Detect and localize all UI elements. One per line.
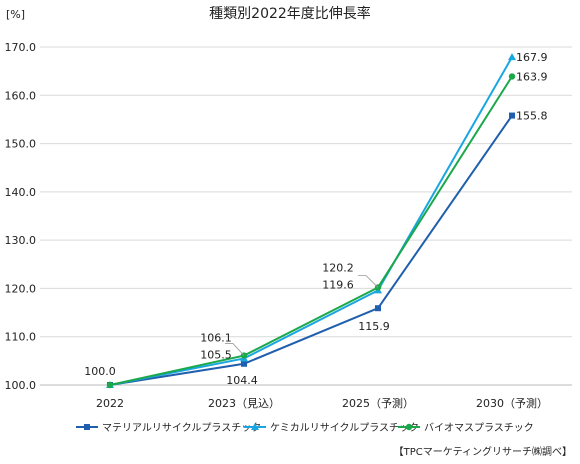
data-label: 104.4 (226, 374, 258, 387)
x-tick-label: 2022 (96, 397, 124, 410)
y-tick-label: 160.0 (5, 89, 37, 102)
series-marker (251, 423, 259, 430)
x-tick-label: 2023（見込） (208, 397, 280, 410)
label-leader-line (225, 343, 245, 356)
series-marker (405, 423, 413, 431)
data-label: 115.9 (358, 320, 390, 333)
y-tick-label: 150.0 (5, 138, 37, 151)
series-marker (508, 53, 516, 61)
label-leader-line (358, 275, 379, 288)
data-labels: 104.4 115.9 155.8 105.5 119.6 167.9 100.0 106.1… (84, 51, 547, 387)
source-note: 【TPCマーケティングリサーチ㈱調べ】 (394, 445, 572, 458)
data-label: 100.0 (84, 365, 116, 378)
series-marker (106, 381, 114, 389)
x-axis: 2022 2023（見込） 2025（予測） 2030（予測） (96, 396, 548, 410)
y-axis: 100.0 110.0 120.0 130.0 140.0 150.0 160.0 170.0 (5, 41, 37, 392)
series-marker (508, 73, 516, 80)
series-group (106, 53, 516, 389)
x-tick-label: 2030（予測） (476, 396, 548, 410)
data-label: 106.1 (200, 332, 232, 345)
data-label: 120.2 (322, 261, 354, 274)
series-marker (375, 305, 381, 312)
data-label: 167.9 (516, 51, 548, 64)
legend-entry-label: バイオマスプラスチック (424, 422, 534, 434)
y-tick-label: 110.0 (5, 331, 37, 344)
y-tick-label: 100.0 (5, 379, 37, 392)
legend-entry-label: マテリアルリサイクルプラスチック (102, 422, 261, 434)
legend-entry-label: ケミカルリサイクルプラスチック (270, 422, 419, 434)
series-3 (106, 73, 516, 389)
chart-title: 種類別2022年度比伸長率 (209, 5, 371, 22)
series-2 (106, 53, 516, 388)
data-label: 105.5 (200, 348, 232, 361)
y-tick-label: 120.0 (5, 282, 37, 295)
series-1 (107, 112, 515, 388)
legend: マテリアルリサイクルプラスチック ケミカルリサイクルプラスチック バイオマスプラスチ… (76, 422, 534, 434)
data-label: 119.6 (322, 278, 354, 291)
data-label: 163.9 (516, 70, 548, 83)
y-tick-label: 170.0 (5, 41, 37, 54)
series-line (109, 114, 513, 386)
series-marker (241, 360, 247, 367)
x-tick-label: 2025（予測） (342, 396, 414, 410)
series-marker (84, 424, 90, 430)
series-marker (509, 112, 515, 119)
grid-lines (40, 46, 572, 386)
y-tick-label: 130.0 (5, 234, 37, 247)
y-tick-label: 140.0 (5, 186, 37, 199)
series-line (109, 56, 513, 386)
series-line (109, 75, 513, 386)
unit-label: [%] (6, 8, 25, 21)
data-label: 155.8 (516, 110, 548, 123)
